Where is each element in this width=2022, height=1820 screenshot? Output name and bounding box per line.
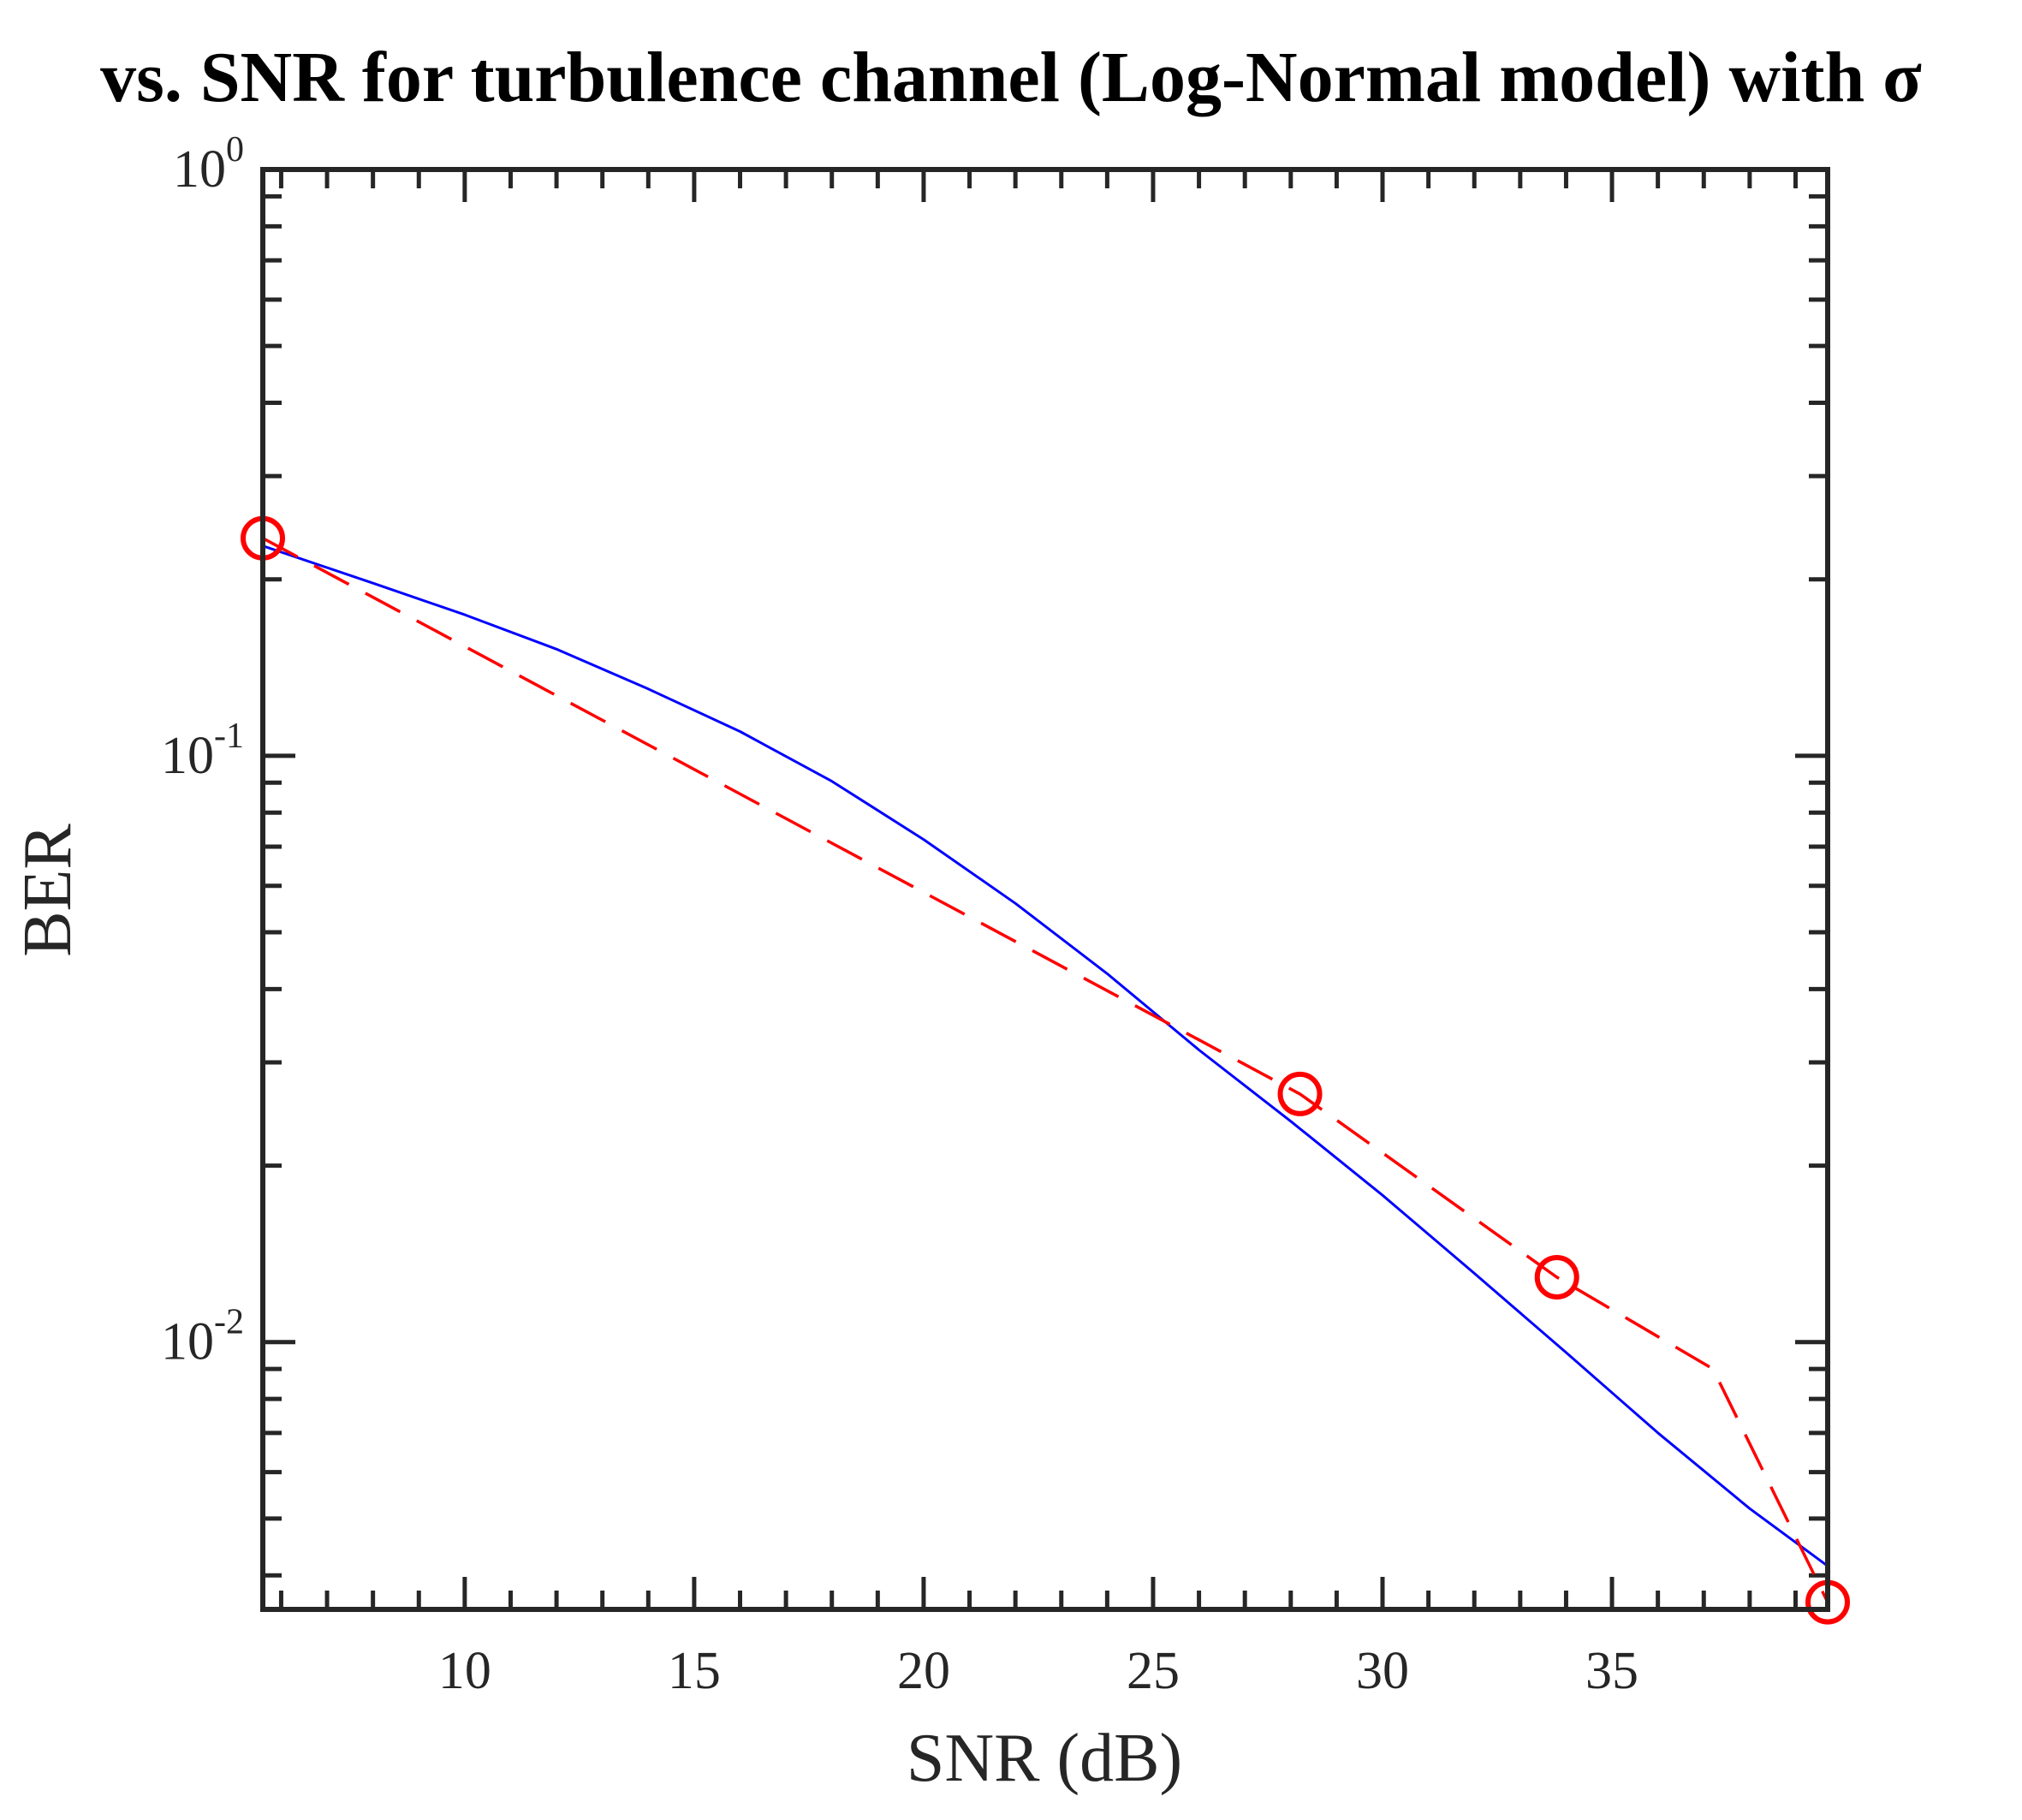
axes-box bbox=[260, 167, 1830, 1612]
series-2-marker bbox=[1534, 1255, 1579, 1300]
x-tick-label: 15 bbox=[668, 1642, 721, 1700]
y-tick-label: 100 bbox=[173, 130, 244, 199]
series-2-line bbox=[262, 537, 1829, 1603]
x-tick-label: 30 bbox=[1356, 1642, 1409, 1700]
x-tick-label: 10 bbox=[438, 1642, 491, 1700]
x-axis-label: SNR (dB) bbox=[907, 1721, 1182, 1796]
x-tick-label: 25 bbox=[1127, 1642, 1180, 1700]
y-axis-label: BER bbox=[10, 824, 86, 957]
y-tick-base: 10 bbox=[161, 1313, 214, 1371]
y-tick-exponent: -1 bbox=[214, 717, 244, 756]
y-tick-base: 10 bbox=[173, 140, 226, 199]
y-tick-exponent: -2 bbox=[214, 1303, 244, 1342]
y-tick-label: 10-1 bbox=[161, 717, 244, 785]
x-tick-label: 35 bbox=[1585, 1642, 1638, 1700]
y-tick-exponent: 0 bbox=[226, 130, 244, 170]
chart-title: vs. SNR for turbulence channel (Log-Norm… bbox=[100, 38, 1922, 117]
series-1-line bbox=[262, 544, 1829, 1567]
series-2-marker bbox=[1277, 1071, 1323, 1116]
y-tick-label: 10-2 bbox=[161, 1303, 244, 1371]
y-tick-base: 10 bbox=[161, 727, 214, 785]
x-tick-label: 20 bbox=[897, 1642, 950, 1700]
